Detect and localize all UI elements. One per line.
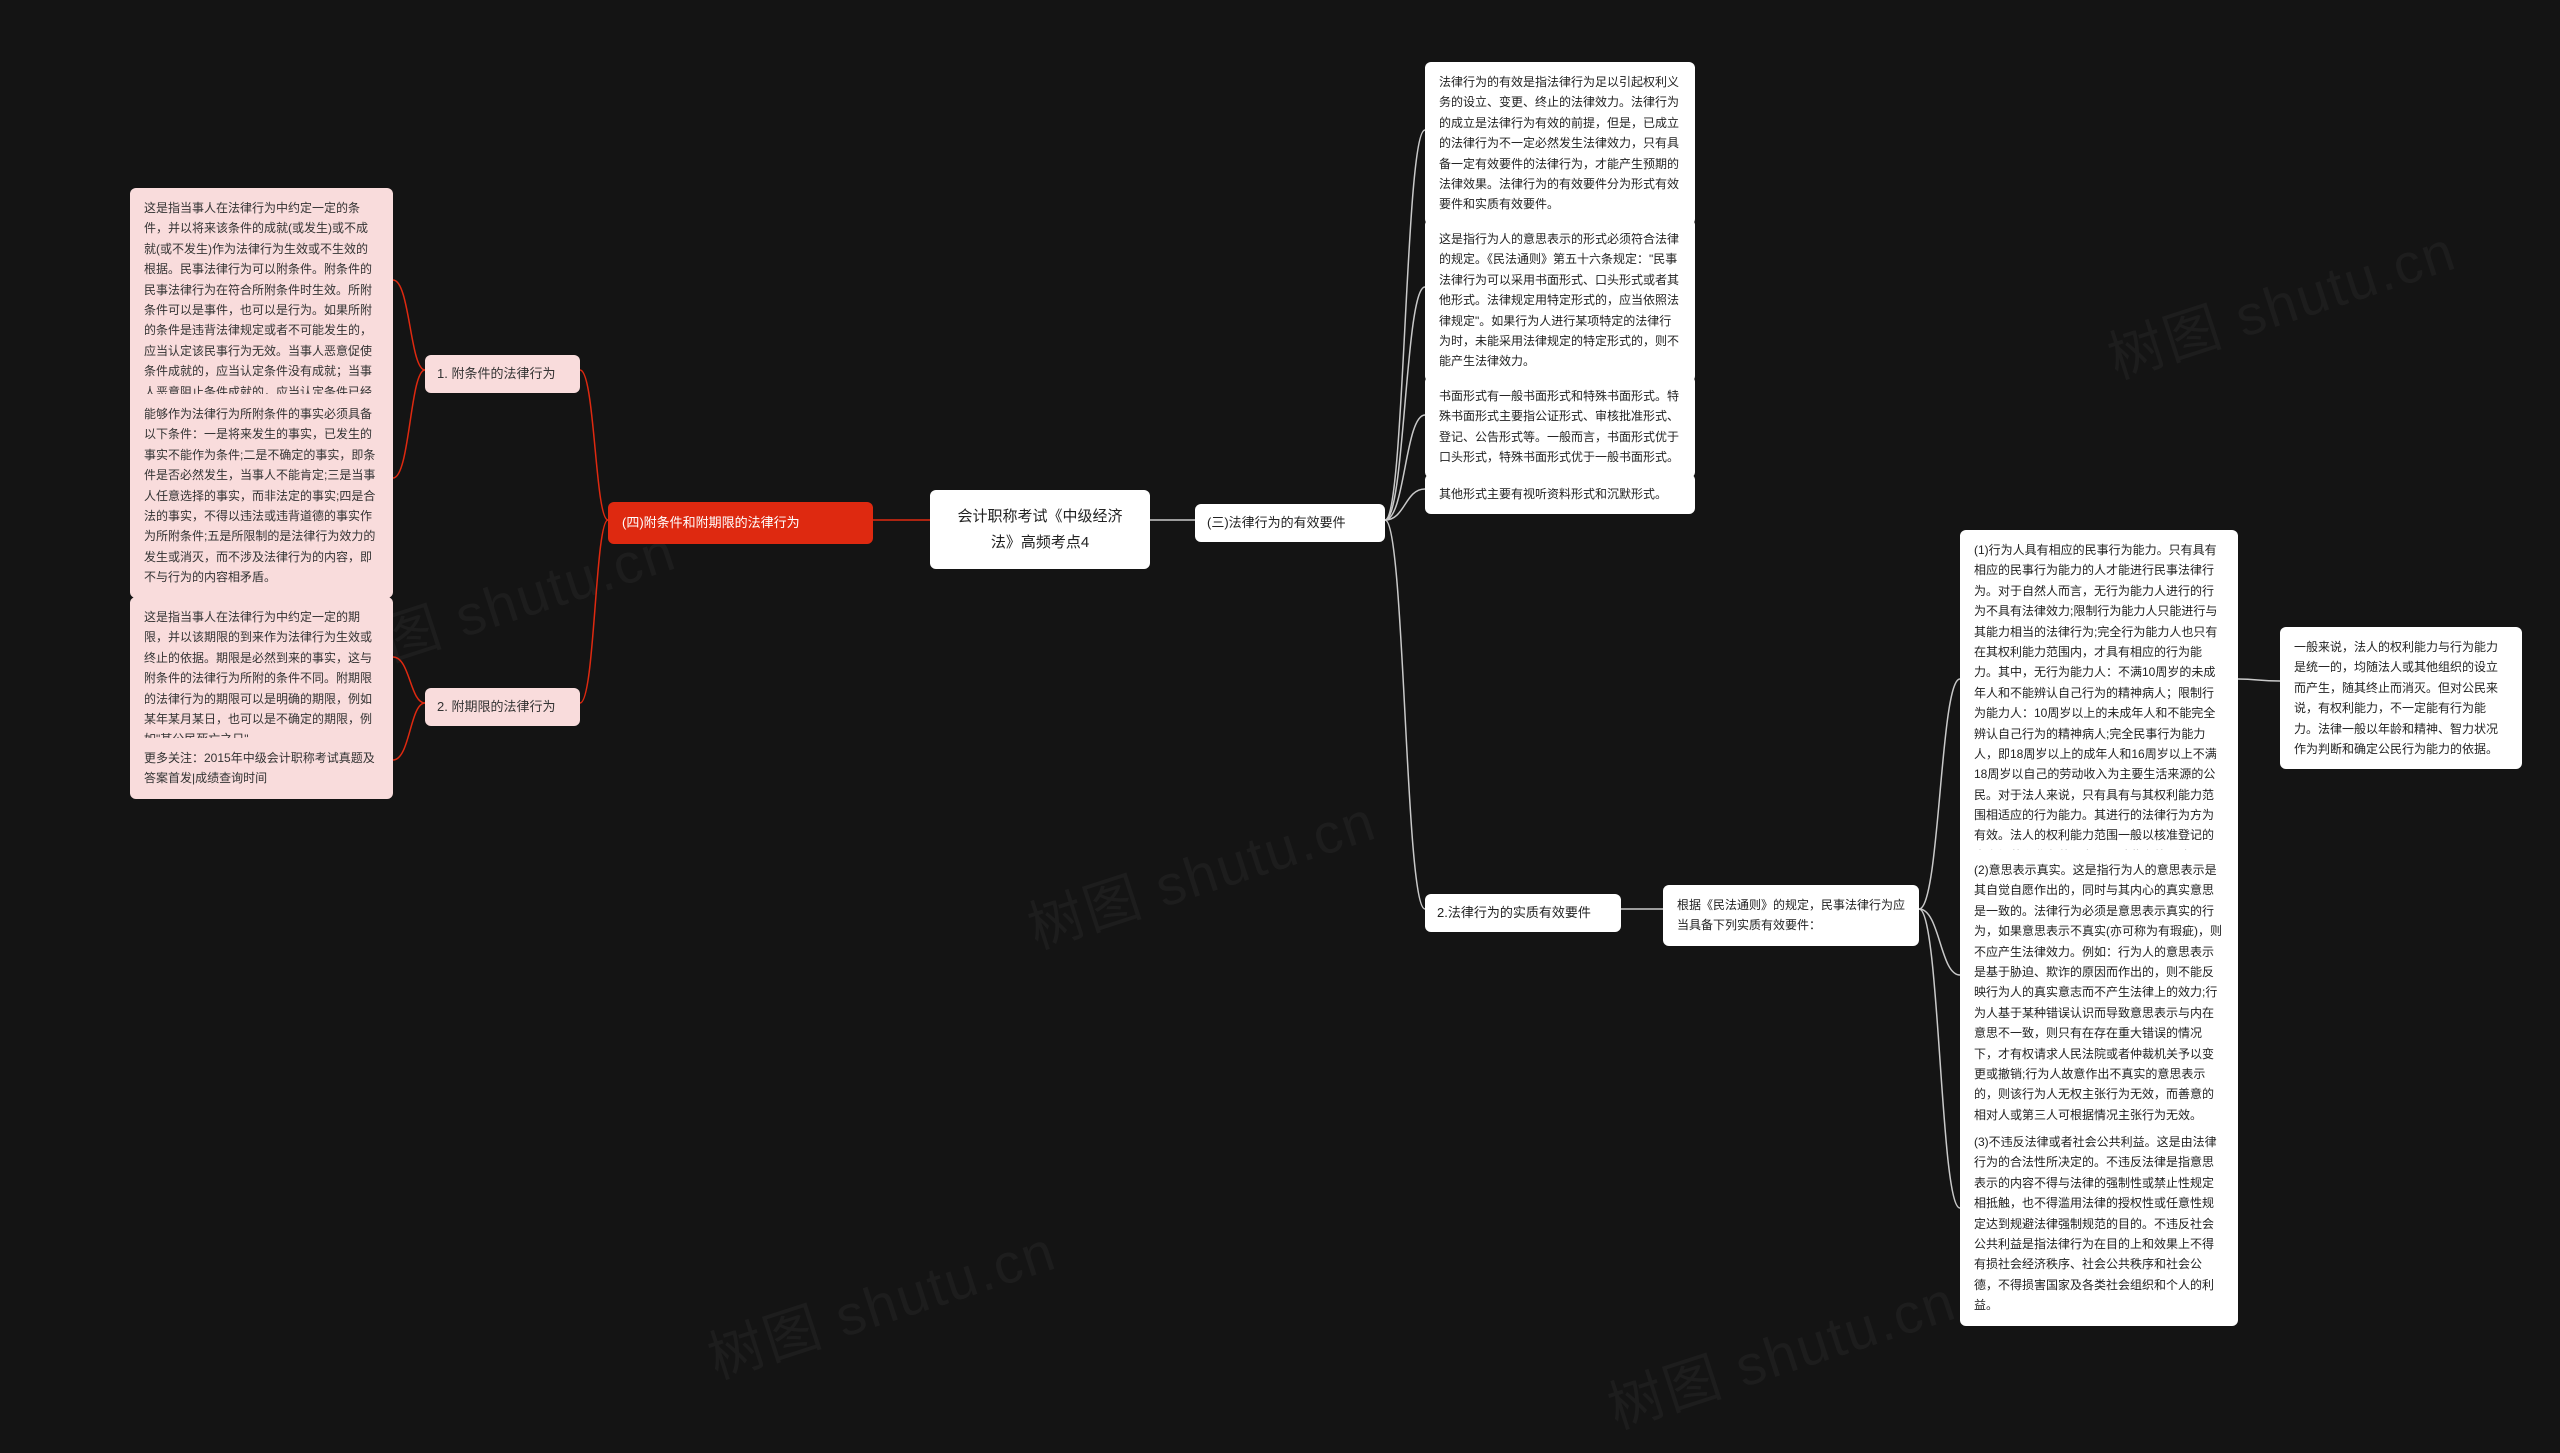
- watermark: 树图 shutu.cn: [1016, 776, 1385, 965]
- node-l1-label[interactable]: 1. 附条件的法律行为: [425, 355, 580, 393]
- watermark: 树图 shutu.cn: [696, 1206, 1065, 1395]
- root-node[interactable]: 会计职称考试《中级经济法》高频考点4: [930, 490, 1150, 569]
- branch-right[interactable]: (三)法律行为的有效要件: [1195, 504, 1385, 542]
- node-r0d[interactable]: 其他形式主要有视听资料形式和沉默形式。: [1425, 474, 1695, 514]
- node-r0c[interactable]: 书面形式有一般书面形式和特殊书面形式。特殊书面形式主要指公证形式、审核批准形式、…: [1425, 376, 1695, 478]
- node-r1a[interactable]: (1)行为人具有相应的民事行为能力。只有具有相应的民事行为能力的人才能进行民事法…: [1960, 530, 2238, 897]
- watermark: 树图 shutu.cn: [2096, 206, 2465, 395]
- node-l1b[interactable]: 能够作为法律行为所附条件的事实必须具备以下条件：一是将来发生的事实，已发生的事实…: [130, 394, 393, 598]
- node-r1b[interactable]: (2)意思表示真实。这是指行为人的意思表示是其自觉自愿作出的，同时与其内心的真实…: [1960, 850, 2238, 1135]
- watermark: 树图 shutu.cn: [1596, 1256, 1965, 1445]
- node-r0a[interactable]: 法律行为的有效是指法律行为足以引起权利义务的设立、变更、终止的法律效力。法律行为…: [1425, 62, 1695, 225]
- node-r1m[interactable]: 根据《民法通则》的规定，民事法律行为应当具备下列实质有效要件：: [1663, 885, 1919, 946]
- branch-left[interactable]: (四)附条件和附期限的法律行为: [608, 502, 873, 544]
- node-l2a[interactable]: 这是指当事人在法律行为中约定一定的期限，并以该期限的到来作为法律行为生效或终止的…: [130, 597, 393, 760]
- node-l2b[interactable]: 更多关注：2015年中级会计职称考试真题及答案首发|成绩查询时间: [130, 738, 393, 799]
- node-l2-label[interactable]: 2. 附期限的法律行为: [425, 688, 580, 726]
- node-r1x[interactable]: 一般来说，法人的权利能力与行为能力是统一的，均随法人或其他组织的设立而产生，随其…: [2280, 627, 2522, 769]
- node-r0b[interactable]: 这是指行为人的意思表示的形式必须符合法律的规定。《民法通则》第五十六条规定："民…: [1425, 219, 1695, 382]
- node-r1-label[interactable]: 2.法律行为的实质有效要件: [1425, 894, 1621, 932]
- node-r1c[interactable]: (3)不违反法律或者社会公共利益。这是由法律行为的合法性所决定的。不违反法律是指…: [1960, 1122, 2238, 1326]
